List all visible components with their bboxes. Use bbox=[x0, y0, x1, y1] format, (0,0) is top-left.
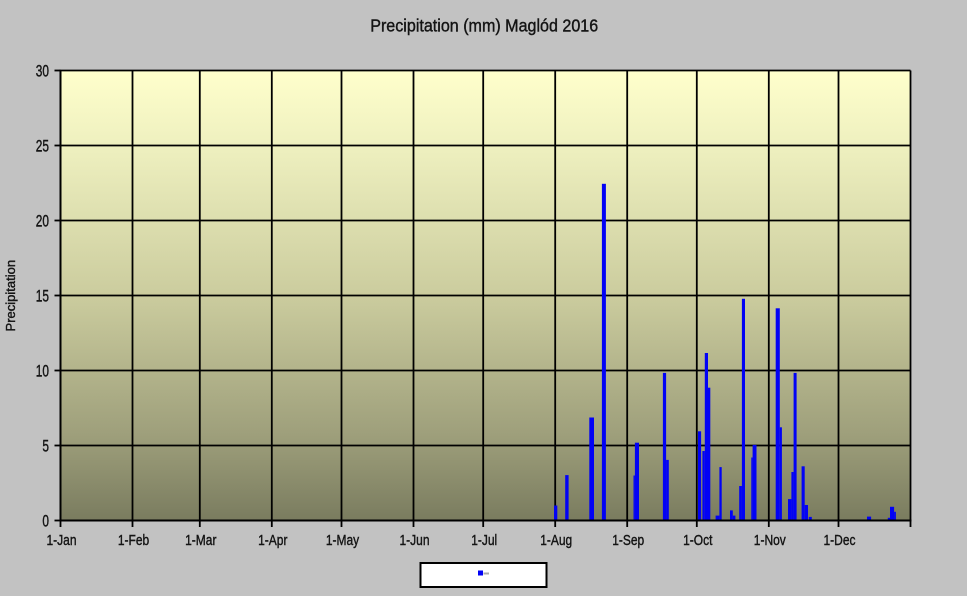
svg-text:1-May: 1-May bbox=[326, 532, 360, 549]
svg-text:1-Feb: 1-Feb bbox=[118, 532, 149, 549]
svg-text:1-Jul: 1-Jul bbox=[471, 532, 497, 549]
svg-text:10: 10 bbox=[36, 363, 49, 381]
svg-text:5: 5 bbox=[42, 438, 49, 456]
svg-text:1-Jan: 1-Jan bbox=[46, 532, 76, 549]
svg-text:1-Dec: 1-Dec bbox=[823, 532, 855, 549]
svg-text:30: 30 bbox=[36, 63, 49, 81]
svg-text:1-Nov: 1-Nov bbox=[754, 532, 786, 549]
svg-text:0: 0 bbox=[42, 513, 49, 531]
svg-text:1-Sep: 1-Sep bbox=[612, 532, 644, 549]
svg-text:1-Mar: 1-Mar bbox=[185, 532, 217, 549]
svg-text:1-Aug: 1-Aug bbox=[540, 532, 572, 549]
svg-text:1-Jun: 1-Jun bbox=[399, 532, 429, 549]
svg-text:1-Apr: 1-Apr bbox=[258, 532, 288, 549]
svg-text:Precipitation: Precipitation bbox=[3, 260, 18, 332]
svg-text:Precipitation (mm) Maglód 2016: Precipitation (mm) Maglód 2016 bbox=[370, 16, 598, 36]
svg-text:20: 20 bbox=[36, 213, 49, 231]
svg-text:25: 25 bbox=[36, 138, 49, 156]
svg-text:15: 15 bbox=[36, 288, 49, 306]
svg-text:1-Oct: 1-Oct bbox=[683, 532, 713, 549]
